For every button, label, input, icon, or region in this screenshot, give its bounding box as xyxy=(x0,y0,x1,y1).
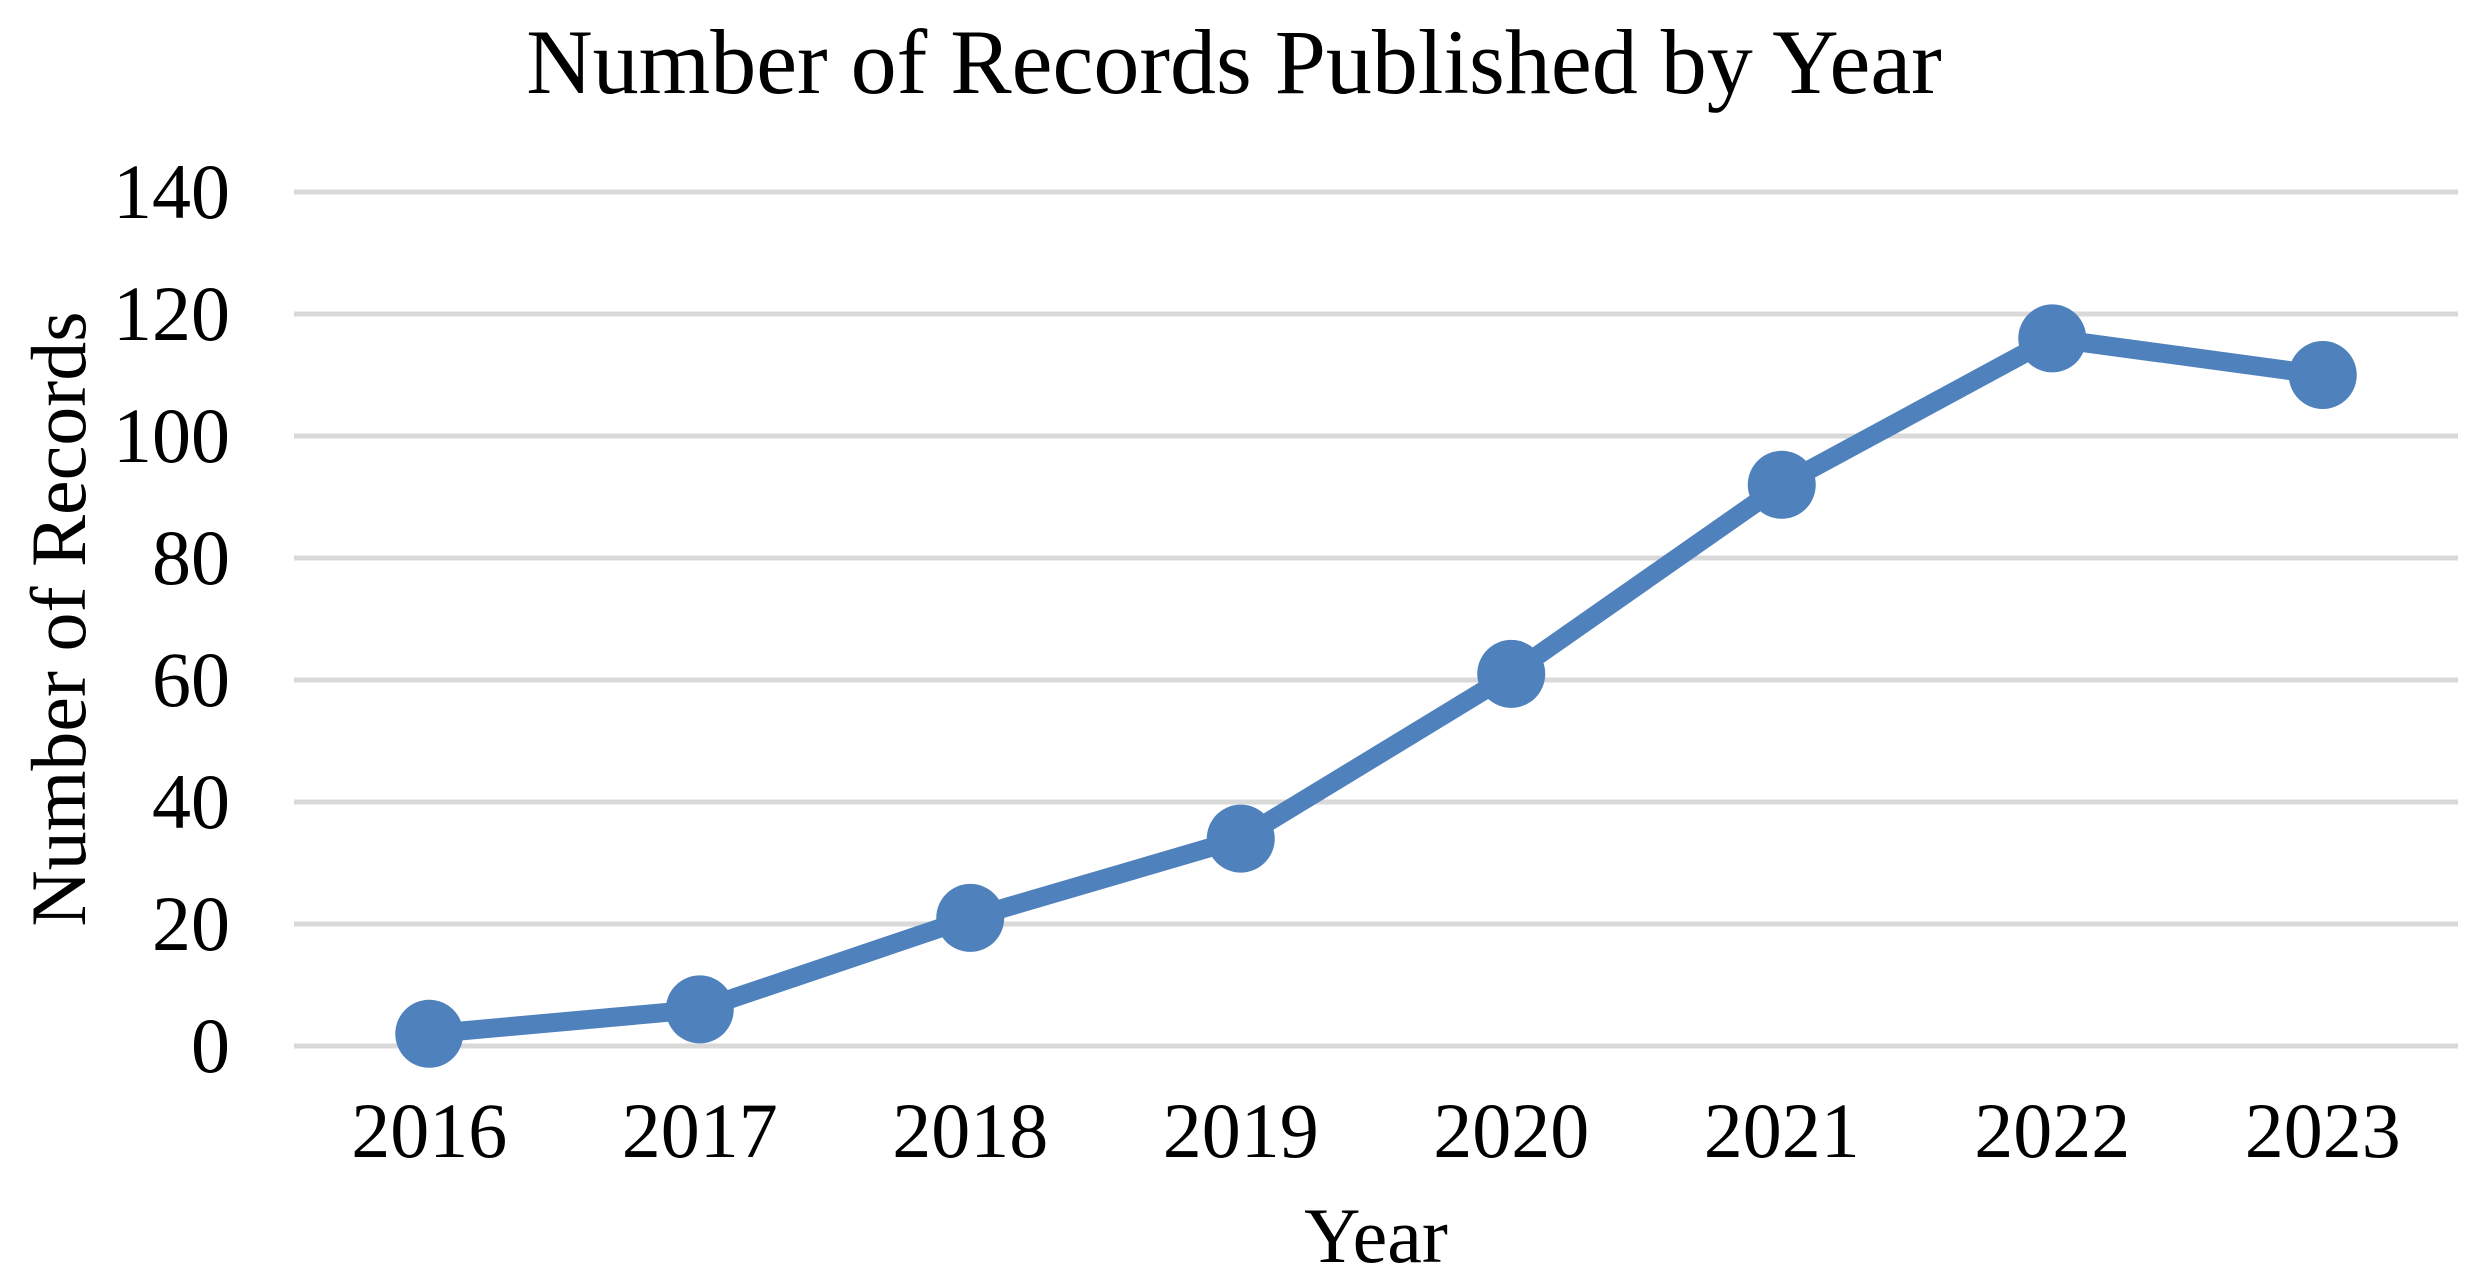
data-point-2021 xyxy=(1747,450,1816,519)
x-tick-labels: 2016 2017 2018 2019 2020 2021 2022 2023 xyxy=(351,1087,2401,1174)
data-point-2022 xyxy=(2018,304,2087,373)
x-tick-label-2016: 2016 xyxy=(351,1087,507,1174)
y-tick-label-120: 120 xyxy=(113,270,230,357)
x-tick-label-2019: 2019 xyxy=(1163,1087,1319,1174)
y-tick-label-0: 0 xyxy=(191,1002,230,1089)
y-tick-labels: 0 20 40 60 80 100 120 140 xyxy=(113,148,230,1089)
y-tick-label-80: 80 xyxy=(152,514,230,601)
y-tick-label-20: 20 xyxy=(152,880,230,967)
data-line xyxy=(419,328,2333,1044)
data-point-2020 xyxy=(1477,639,1546,708)
x-axis-title: Year xyxy=(1304,1192,1448,1279)
data-point-2019 xyxy=(1206,804,1275,873)
y-tick-label-100: 100 xyxy=(113,392,230,479)
y-tick-label-60: 60 xyxy=(152,636,230,723)
x-tick-label-2021: 2021 xyxy=(1704,1087,1860,1174)
data-point-2017 xyxy=(665,975,734,1044)
data-point-2018 xyxy=(936,883,1005,952)
y-tick-label-40: 40 xyxy=(152,758,230,845)
chart-title: Number of Records Published by Year xyxy=(526,11,1942,113)
x-tick-label-2022: 2022 xyxy=(1974,1087,2130,1174)
x-tick-label-2020: 2020 xyxy=(1433,1087,1589,1174)
data-point-2023 xyxy=(2288,341,2357,409)
gridlines xyxy=(294,189,2458,1049)
data-point-2016 xyxy=(395,999,464,1068)
x-tick-label-2018: 2018 xyxy=(892,1087,1048,1174)
y-axis-title: Number of Records xyxy=(15,311,102,926)
data-series xyxy=(395,304,2357,1068)
y-tick-label-140: 140 xyxy=(113,148,230,235)
x-tick-label-2017: 2017 xyxy=(622,1087,778,1174)
x-tick-label-2023: 2023 xyxy=(2245,1087,2401,1174)
